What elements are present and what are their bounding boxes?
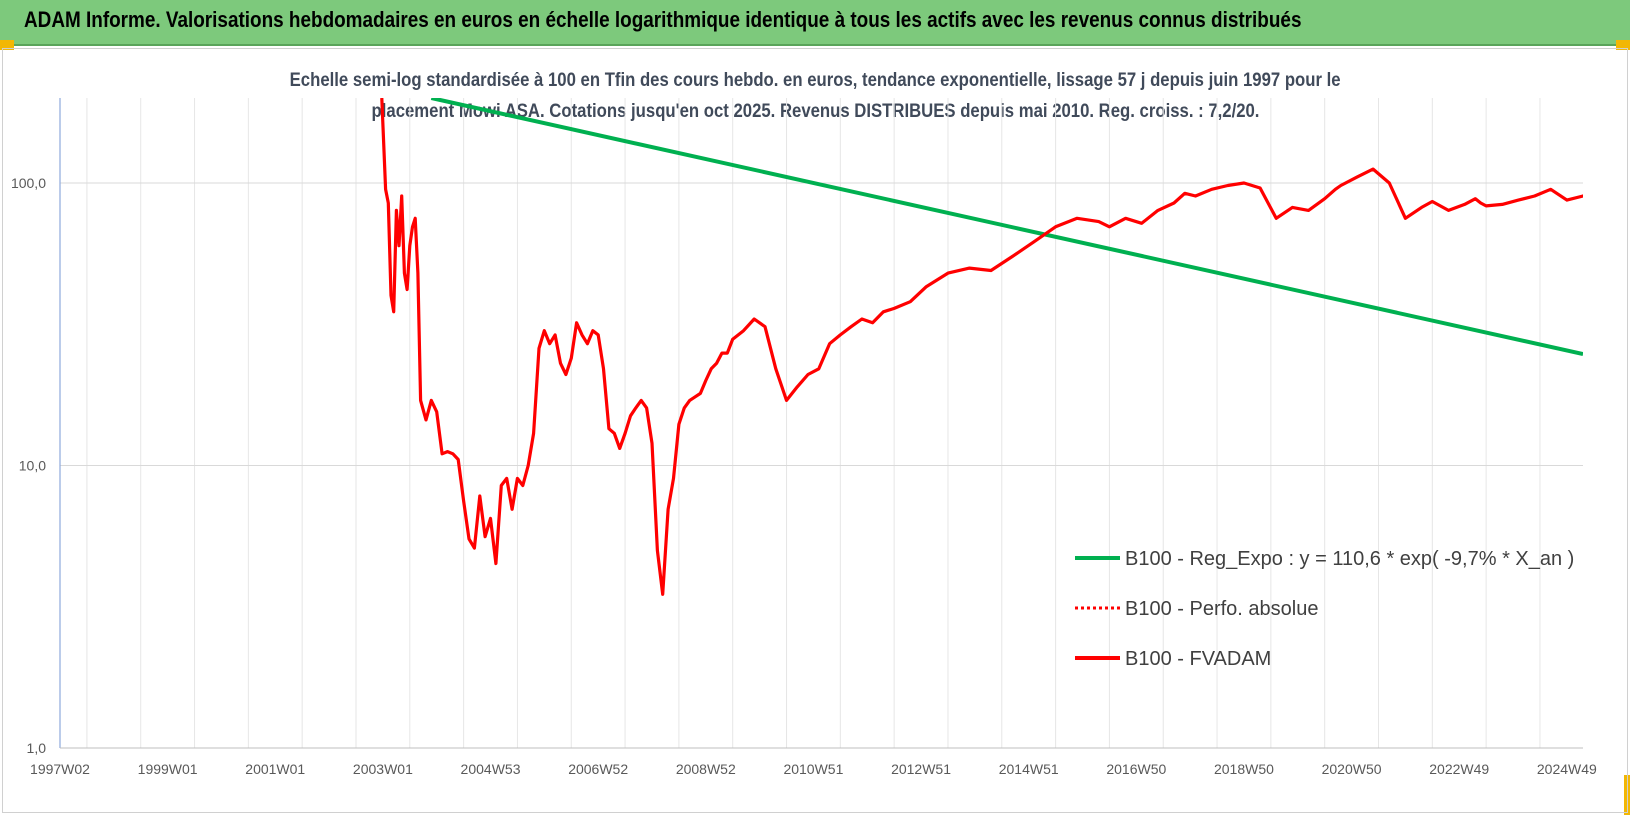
chart-subtitle-line2: placement Mowi ASA. Cotations jusqu'en o…	[371, 101, 1259, 122]
corner-marker-right	[1616, 40, 1630, 50]
page-title: ADAM Informe. Valorisations hebdomadaire…	[24, 7, 1302, 32]
corner-marker-left	[0, 40, 14, 50]
chart-area	[2, 48, 1628, 813]
title-bar: ADAM Informe. Valorisations hebdomadaire…	[0, 0, 1630, 46]
chart-subtitle-line1: Echelle semi-log standardisée à 100 en T…	[289, 70, 1341, 91]
